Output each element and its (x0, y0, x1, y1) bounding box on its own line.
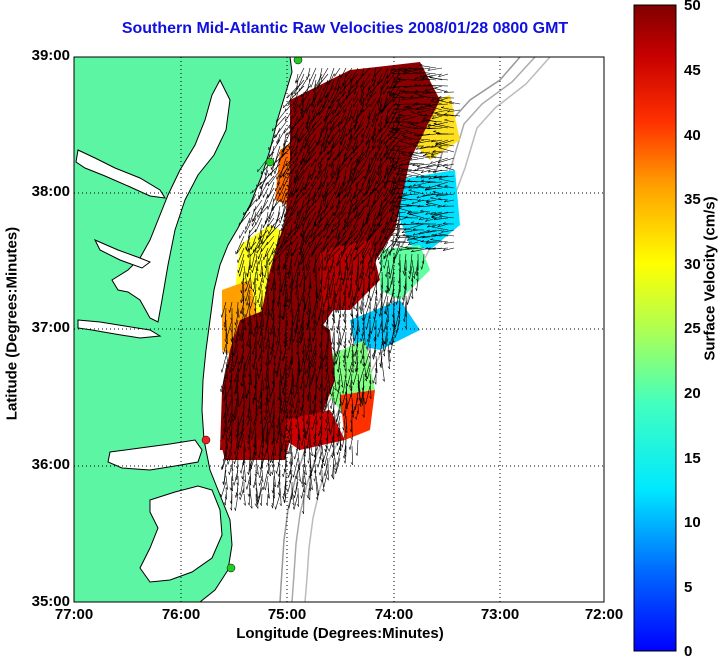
colorbar-tick: 15 (684, 450, 701, 467)
colorbar-tick: 50 (684, 0, 701, 14)
colorbar-tick: 35 (684, 191, 701, 208)
colorbar-tick: 10 (684, 514, 701, 531)
colorbar-tick: 5 (684, 579, 692, 596)
colorbar-tick: 25 (684, 320, 701, 337)
radar-site-marker (227, 564, 235, 572)
radar-site-marker (202, 436, 210, 444)
colorbar-tick: 30 (684, 256, 701, 273)
colorbar-tick: 20 (684, 385, 701, 402)
colorbar-tick: 40 (684, 127, 701, 144)
colorbar-tick: 45 (684, 62, 701, 79)
colorbar (634, 5, 676, 651)
radar-site-marker (266, 158, 274, 166)
colorbar-label: Surface Velocity (cm/s) (702, 154, 719, 404)
colorbar-tick: 0 (684, 643, 692, 660)
